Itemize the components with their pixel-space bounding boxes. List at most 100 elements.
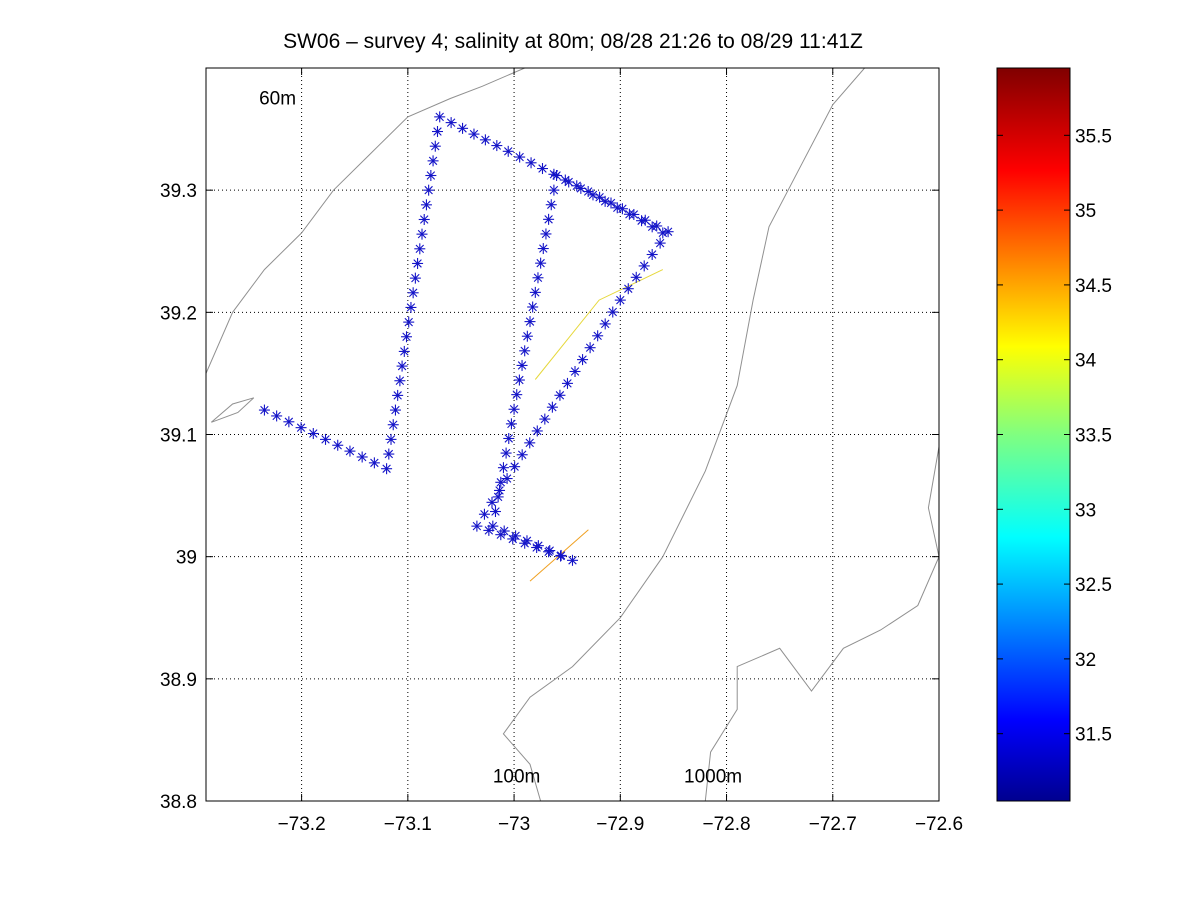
track-marker xyxy=(540,228,552,240)
track-marker xyxy=(494,484,506,496)
track-marker xyxy=(551,170,563,182)
track-marker xyxy=(510,530,522,542)
chart-title: SW06 – survey 4; salinity at 80m; 08/28 … xyxy=(283,30,863,53)
isohaline-line xyxy=(534,269,664,380)
track-marker xyxy=(508,403,520,415)
y-tick-label: 39 xyxy=(176,548,197,569)
colorbar-tick-label: 31.5 xyxy=(1075,725,1112,746)
track-marker xyxy=(527,301,539,313)
contour-depth-label: 100m xyxy=(493,767,541,788)
track-marker xyxy=(607,306,619,318)
contour-depth-label: 60m xyxy=(259,89,296,110)
track-marker xyxy=(555,549,567,561)
track-marker xyxy=(611,202,623,214)
track-marker xyxy=(414,243,426,255)
survey-track-markers xyxy=(258,111,674,566)
track-marker xyxy=(258,404,270,416)
colorbar-tick-label: 35.5 xyxy=(1075,126,1112,147)
track-marker xyxy=(425,170,437,182)
track-marker xyxy=(423,184,435,196)
track-marker xyxy=(536,163,548,175)
colorbar-fill xyxy=(997,68,1070,801)
track-marker xyxy=(492,491,504,503)
x-tick-label: −73.2 xyxy=(278,814,326,835)
track-marker xyxy=(491,140,503,152)
track-marker xyxy=(495,476,507,488)
track-marker xyxy=(295,422,307,434)
track-marker xyxy=(332,439,344,451)
colorbar-tick-label: 32 xyxy=(1075,650,1096,671)
track-marker xyxy=(529,286,541,298)
track-marker xyxy=(511,389,523,401)
track-marker xyxy=(502,145,514,157)
track-marker xyxy=(521,330,533,342)
track-marker xyxy=(599,195,611,207)
bathymetry-contour-line xyxy=(704,446,939,801)
y-axis-ticks: 38.8 38.9 39 39.1 39.2 39.3 xyxy=(160,181,939,813)
track-marker xyxy=(630,271,642,283)
track-marker xyxy=(546,401,558,413)
track-marker xyxy=(623,208,635,220)
track-marker xyxy=(654,237,666,249)
bathymetry-contour-line xyxy=(502,68,865,801)
x-axis-ticks: −73.2 −73.1 −73 −72.9 −72.8 −72.7 −72.6 xyxy=(278,68,963,835)
x-tick-label: −73 xyxy=(498,814,530,835)
track-marker xyxy=(503,432,515,444)
y-tick-label: 39.1 xyxy=(160,426,197,447)
colorbar-tick-label: 34 xyxy=(1075,351,1097,372)
y-tick-label: 39.2 xyxy=(160,303,197,324)
track-marker xyxy=(531,425,543,437)
track-marker xyxy=(471,520,483,532)
y-tick-label: 39.3 xyxy=(160,181,197,202)
track-marker xyxy=(381,463,393,475)
track-marker xyxy=(405,301,417,313)
track-marker xyxy=(554,389,566,401)
track-marker xyxy=(468,128,480,140)
x-tick-label: −72.9 xyxy=(596,814,644,835)
track-marker xyxy=(509,461,521,473)
colorbar-ticks: 31.5 32 32.5 33 33.5 34 34.5 35 35.5 xyxy=(997,126,1112,746)
track-marker xyxy=(401,331,413,343)
y-tick-label: 38.9 xyxy=(160,670,197,691)
x-tick-label: −72.6 xyxy=(915,814,963,835)
track-marker xyxy=(657,227,669,239)
track-marker xyxy=(427,155,439,167)
track-marker xyxy=(416,228,428,240)
track-marker xyxy=(567,554,578,566)
track-marker xyxy=(636,215,648,227)
track-marker xyxy=(445,117,457,129)
track-marker xyxy=(420,199,432,211)
track-marker xyxy=(403,316,415,328)
colorbar-tick-label: 34.5 xyxy=(1075,276,1112,297)
colorbar-tick-label: 33.5 xyxy=(1075,426,1112,447)
track-marker xyxy=(561,377,573,389)
track-marker xyxy=(344,445,356,457)
track-marker xyxy=(434,111,446,123)
track-marker xyxy=(563,176,575,188)
track-marker xyxy=(548,184,560,196)
track-marker xyxy=(389,404,401,416)
bathymetry-contours xyxy=(206,68,939,801)
track-marker xyxy=(407,287,419,299)
track-marker xyxy=(519,345,531,357)
x-tick-label: −72.8 xyxy=(702,814,750,835)
track-marker xyxy=(587,189,599,201)
colorbar: 31.5 32 32.5 33 33.5 34 34.5 35 35.5 xyxy=(996,67,1112,802)
track-marker xyxy=(368,457,380,469)
track-marker xyxy=(383,448,395,460)
track-marker xyxy=(614,294,626,306)
track-marker xyxy=(478,508,490,520)
track-marker xyxy=(638,260,650,272)
track-marker xyxy=(412,257,424,269)
track-marker xyxy=(501,473,513,485)
track-marker xyxy=(487,520,499,532)
contour-depth-label: 1000m xyxy=(684,767,742,788)
colorbar-tick-label: 35 xyxy=(1075,201,1096,222)
track-marker xyxy=(577,354,589,366)
track-marker xyxy=(532,540,544,552)
track-marker xyxy=(387,419,399,431)
track-marker xyxy=(594,191,606,203)
track-marker xyxy=(505,418,517,430)
track-marker xyxy=(409,272,421,284)
